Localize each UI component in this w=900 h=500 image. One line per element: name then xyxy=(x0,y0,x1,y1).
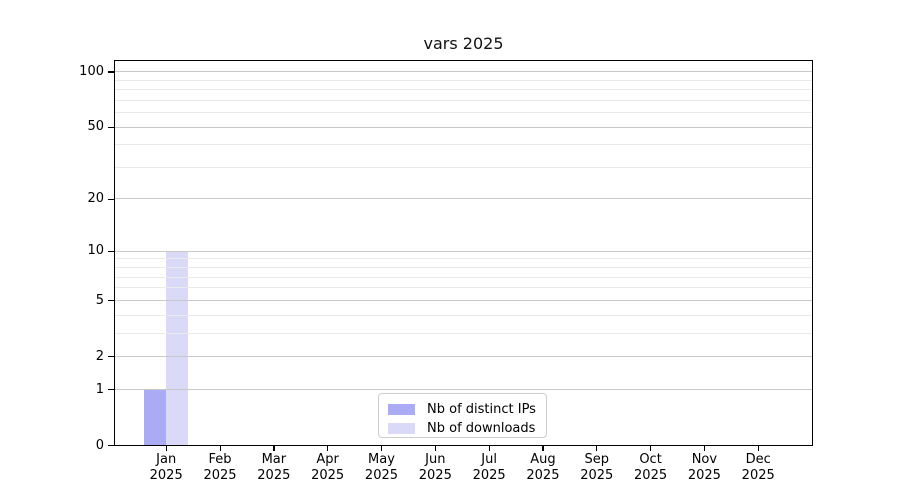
legend-label-distinct-ips: Nb of distinct IPs xyxy=(427,401,536,417)
x-tick-label-year: 2025 xyxy=(472,468,506,483)
x-tick-label: Sep 2025 xyxy=(567,452,627,484)
legend: Nb of distinct IPs Nb of downloads xyxy=(378,393,547,438)
x-tick-label-month: Nov xyxy=(691,452,718,467)
x-tick-label-year: 2025 xyxy=(634,468,668,483)
x-tick-label-year: 2025 xyxy=(149,468,183,483)
gridline-major xyxy=(115,71,812,73)
gridline-minor xyxy=(115,314,812,316)
x-tick-label-year: 2025 xyxy=(418,468,452,483)
gridline-minor xyxy=(115,267,812,269)
gridline-major xyxy=(115,250,812,252)
x-tick-label-month: Feb xyxy=(208,452,232,467)
y-tick-mark xyxy=(108,389,114,391)
gridline-major xyxy=(115,126,812,128)
x-tick-label-month: Mar xyxy=(261,452,287,467)
legend-item-downloads: Nb of downloads xyxy=(388,419,546,438)
x-tick-label-month: Apr xyxy=(316,452,339,467)
x-tick-label-month: Sep xyxy=(584,452,609,467)
x-tick-label-year: 2025 xyxy=(741,468,775,483)
gridline-minor xyxy=(115,258,812,260)
y-tick-mark xyxy=(108,71,114,73)
bar-series-0-jan xyxy=(144,388,166,445)
y-tick-label: 50 xyxy=(87,119,104,135)
y-tick-label: 0 xyxy=(95,437,104,453)
legend-label-downloads: Nb of downloads xyxy=(427,420,536,436)
gridline-minor xyxy=(115,166,812,168)
bar-series-1-jan xyxy=(166,250,188,445)
x-tick-label: Dec 2025 xyxy=(728,452,788,484)
x-tick-label: Apr 2025 xyxy=(298,452,358,484)
x-tick-label: Mar 2025 xyxy=(244,452,304,484)
x-tick-mark xyxy=(327,446,329,451)
x-tick-mark xyxy=(596,446,598,451)
x-tick-label: Jan 2025 xyxy=(136,452,196,484)
x-tick-label-year: 2025 xyxy=(257,468,291,483)
x-tick-label-year: 2025 xyxy=(364,468,399,483)
x-tick-mark xyxy=(542,446,544,451)
y-tick-label: 5 xyxy=(95,292,104,308)
x-tick-label-year: 2025 xyxy=(687,468,721,483)
y-tick-mark xyxy=(108,250,114,253)
x-tick-mark xyxy=(703,446,706,451)
gridline-major xyxy=(115,388,812,390)
x-tick-label-year: 2025 xyxy=(311,468,345,483)
x-tick-mark xyxy=(219,446,221,451)
gridline-minor xyxy=(115,99,812,101)
x-tick-label-month: Aug xyxy=(530,452,556,467)
y-tick-mark xyxy=(108,198,114,200)
x-tick-label-month: Jun xyxy=(425,452,446,467)
x-tick-mark xyxy=(650,446,652,451)
y-tick-label: 1 xyxy=(95,381,104,397)
x-tick-mark xyxy=(273,446,275,451)
x-tick-label: Oct 2025 xyxy=(621,452,681,484)
y-tick-label: 10 xyxy=(87,243,104,259)
x-tick-label: Nov 2025 xyxy=(674,452,734,484)
x-tick-mark xyxy=(488,446,490,451)
x-tick-label-year: 2025 xyxy=(526,468,560,483)
x-tick-label-month: Dec xyxy=(745,452,771,467)
y-tick-label: 100 xyxy=(79,63,104,79)
y-tick-label: 2 xyxy=(95,348,104,364)
x-tick-label: Jun 2025 xyxy=(405,452,465,484)
x-tick-label-month: Jan xyxy=(156,452,177,467)
x-tick-label: Feb 2025 xyxy=(190,452,250,484)
plot-area: Nb of distinct IPs Nb of downloads xyxy=(114,60,813,446)
x-tick-label-month: May xyxy=(368,452,395,467)
chart-title: vars 2025 xyxy=(423,34,504,53)
y-tick-mark xyxy=(108,126,114,128)
legend-swatch-downloads-icon xyxy=(388,423,415,434)
gridline-minor xyxy=(115,89,812,91)
x-tick-mark xyxy=(434,446,436,451)
x-tick-label-year: 2025 xyxy=(203,468,237,483)
x-tick-label: May 2025 xyxy=(351,452,411,484)
gridline-minor xyxy=(115,144,812,146)
y-tick-mark xyxy=(108,300,114,302)
x-tick-label: Aug 2025 xyxy=(513,452,573,484)
gridline-minor xyxy=(115,112,812,114)
x-tick-label-year: 2025 xyxy=(580,468,614,483)
gridline-minor xyxy=(115,276,812,278)
x-tick-label: Jul 2025 xyxy=(459,452,519,484)
x-tick-mark xyxy=(380,446,383,451)
gridline-minor xyxy=(115,79,812,81)
y-tick-mark xyxy=(108,445,114,447)
legend-swatch-distinct-ips-icon xyxy=(388,404,415,415)
x-tick-label-month: Oct xyxy=(639,452,662,467)
gridline-major xyxy=(115,198,812,200)
gridline-major xyxy=(115,356,812,357)
x-tick-mark xyxy=(757,446,759,451)
gridline-major xyxy=(115,299,812,301)
x-tick-mark xyxy=(165,446,167,451)
y-tick-label: 20 xyxy=(87,191,104,207)
x-tick-label-month: Jul xyxy=(481,452,497,467)
gridline-minor xyxy=(115,287,812,289)
legend-item-distinct-ips: Nb of distinct IPs xyxy=(388,400,546,419)
y-tick-mark xyxy=(108,356,114,358)
gridline-minor xyxy=(115,332,812,334)
